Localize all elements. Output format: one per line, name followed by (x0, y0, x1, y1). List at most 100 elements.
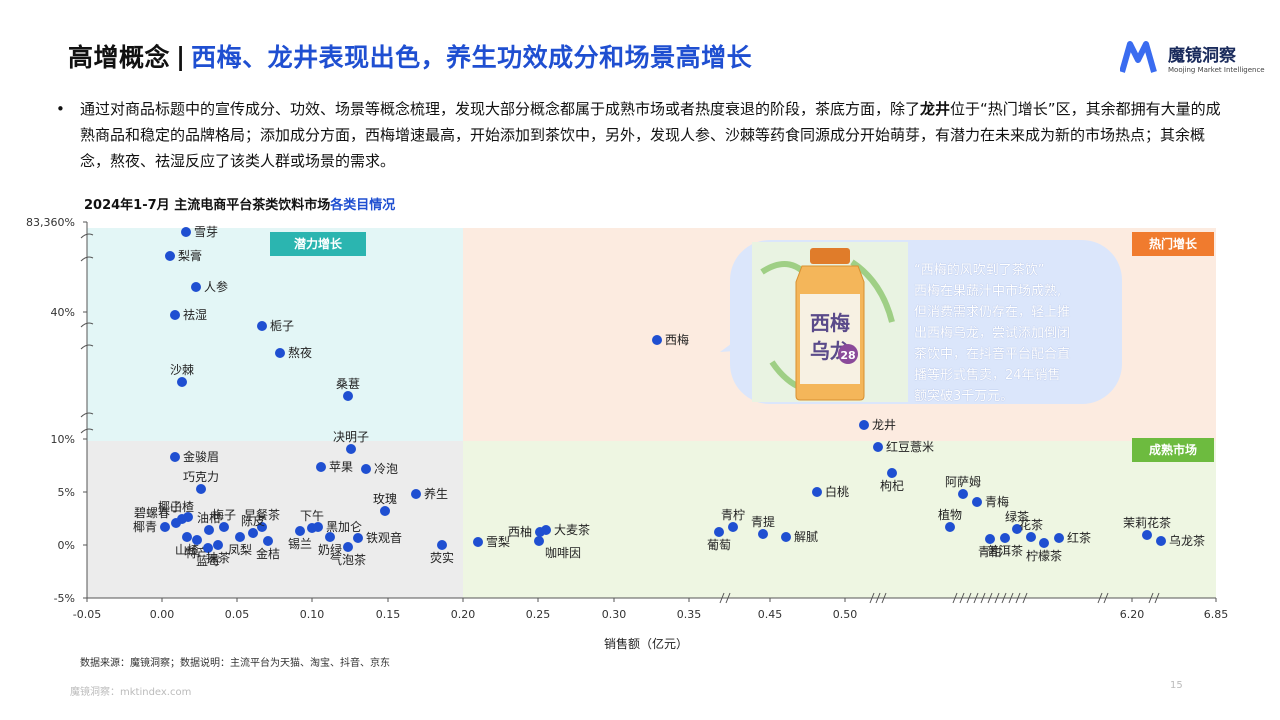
data-point (534, 536, 544, 546)
page-title: 高增概念 (68, 43, 171, 72)
logo-m-icon (1120, 41, 1157, 73)
data-point (781, 532, 791, 542)
point-label: 陈皮 (241, 513, 265, 528)
label-mature-bg (1132, 438, 1214, 462)
label-hot-bg (1132, 232, 1214, 256)
point-label: 山楂 (170, 500, 194, 514)
data-point (945, 522, 955, 532)
data-point (958, 489, 968, 499)
data-point (972, 497, 982, 507)
x-tick-label: 0.15 (376, 608, 401, 621)
data-point (203, 543, 213, 553)
point-label: 解腻 (794, 530, 818, 544)
product-bottle-icon: 西梅 乌龙 28 (752, 242, 908, 402)
product-number: 28 (840, 349, 855, 362)
point-label: 青提 (751, 514, 775, 529)
callout-line: 但消费需求仍存在，轻上推 (914, 305, 1071, 320)
point-label: 柠檬茶 (1026, 548, 1062, 563)
point-label: 特产 (185, 545, 209, 560)
data-point (343, 391, 353, 401)
point-label: 白桃 (825, 484, 849, 499)
point-label: 红茶 (1067, 530, 1091, 545)
data-point (714, 527, 724, 537)
data-point (160, 522, 170, 532)
point-label: 气泡茶 (330, 552, 366, 567)
data-point (177, 377, 187, 387)
callout-pointer (720, 330, 750, 352)
y-tick-label: 5% (58, 486, 75, 499)
data-point (361, 464, 371, 474)
point-label: 锡兰 (288, 536, 312, 551)
data-point (248, 528, 258, 538)
data-point (275, 348, 285, 358)
point-label: 普洱茶 (987, 543, 1023, 558)
data-point (204, 525, 214, 535)
summary-paragraph: • 通过对商品标题中的宣传成分、功效、场景等概念梳理，发现大部分概念都属于成熟市… (56, 96, 1226, 174)
data-point (812, 487, 822, 497)
x-axis-break (1148, 592, 1154, 604)
point-label: 荧实 (430, 550, 454, 565)
data-point (316, 462, 326, 472)
point-label: 巧克力 (183, 470, 219, 484)
point-label: 铁观音 (366, 530, 402, 545)
logo-tagline: Moojing Market Intelligence (1168, 65, 1265, 74)
data-point (346, 444, 356, 454)
point-label: 玫瑰 (373, 491, 397, 506)
x-tick-label: 6.85 (1204, 608, 1229, 621)
data-point (353, 533, 363, 543)
data-point (380, 506, 390, 516)
data-point (192, 535, 202, 545)
data-point (541, 525, 551, 535)
point-label: 早餐茶 (244, 507, 280, 522)
chart-title-highlight: 各类目情况 (330, 198, 396, 213)
point-label: 金桔 (256, 546, 280, 561)
point-label: 西梅 (665, 332, 689, 347)
data-point (859, 420, 869, 430)
point-label: 葡萄 (707, 538, 731, 552)
data-point (873, 442, 883, 452)
data-point (1000, 533, 1010, 543)
callout-line: 出西梅乌龙，尝试添加倒闭 (914, 326, 1071, 341)
point-label: 沙棘 (170, 363, 194, 377)
x-axis-break (725, 592, 731, 604)
data-point (182, 532, 192, 542)
point-label: 龙井 (872, 418, 896, 432)
data-point (165, 251, 175, 261)
data-point (257, 321, 267, 331)
x-axis-break (952, 592, 958, 604)
data-point (219, 522, 229, 532)
point-label: 养生 (424, 486, 448, 501)
y-tick-label: 0% (58, 539, 75, 552)
chart-title: 2024年1-7月 主流电商平台茶类饮料市场各类目情况 (84, 194, 395, 213)
point-label: 冷泡 (374, 462, 398, 476)
data-point (1026, 532, 1036, 542)
data-point (313, 522, 323, 532)
quadrant-mature (463, 441, 1216, 598)
data-point (1142, 530, 1152, 540)
page-header: 高增概念 | 西梅、龙井表现出色，养生功效成分和场景高增长 (68, 38, 752, 74)
point-label: 咖啡因 (545, 545, 581, 560)
x-axis-break (980, 592, 986, 604)
data-point (758, 529, 768, 539)
callout-line: 西梅在果蔬汁中市场成熟, (914, 284, 1062, 299)
x-tick-label: 6.20 (1120, 608, 1145, 621)
x-axis-break (1097, 592, 1103, 604)
x-tick-label: 0.35 (677, 608, 702, 621)
data-point (171, 518, 181, 528)
svg-text:西梅: 西梅 (810, 311, 850, 335)
point-label: 梨膏 (178, 248, 202, 263)
point-label: 西柚 (508, 524, 532, 539)
data-point (728, 522, 738, 532)
data-point (295, 526, 305, 536)
data-point (257, 522, 267, 532)
data-point (235, 532, 245, 542)
point-label: 红豆薏米 (886, 439, 934, 454)
x-axis-break (869, 592, 875, 604)
x-axis-break (959, 592, 965, 604)
y-tick-label: 40% (51, 306, 75, 319)
data-source-note: 数据来源：魔镜洞察；数据说明：主流平台为天猫、淘宝、抖音、京东 (80, 658, 390, 669)
label-hot: 热门增长 (1149, 236, 1198, 251)
point-label: 植物 (938, 507, 962, 522)
point-label: 决明子 (333, 430, 369, 444)
data-point (887, 468, 897, 478)
